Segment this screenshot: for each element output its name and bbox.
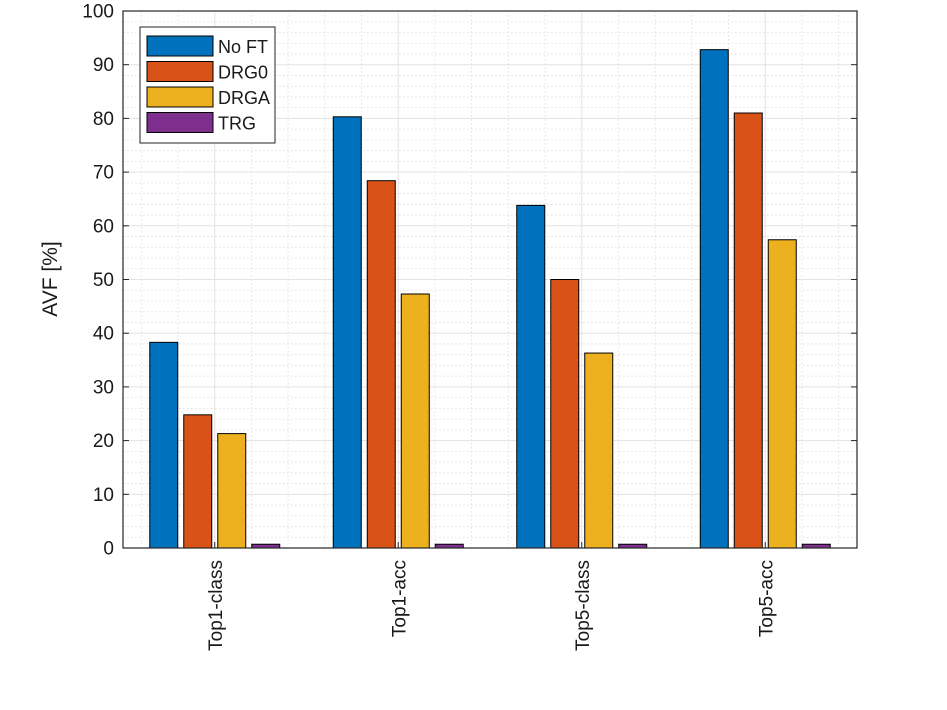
- y-tick-label: 50: [93, 270, 114, 291]
- legend-swatch-no-ft: [146, 35, 214, 57]
- bar-drg0-top1-acc: [366, 180, 396, 549]
- bar-drg0-top5-acc: [733, 112, 763, 549]
- x-tick-label-top5-class: Top5-class: [573, 560, 594, 651]
- y-tick-label: 100: [82, 2, 114, 23]
- bar-no-ft-top5-class: [516, 204, 546, 549]
- y-tick-label: 0: [103, 539, 114, 560]
- y-tick-label: 10: [93, 485, 114, 506]
- y-tick-label: 90: [93, 55, 114, 76]
- legend: No FT DRG0 DRGA TRG: [139, 26, 276, 144]
- y-axis-ticks: 0 10 20 30 40 50 60 70 80 90 100: [82, 2, 857, 560]
- legend-swatch-drga: [146, 86, 214, 108]
- bar-drg0-top5-class: [550, 279, 580, 549]
- y-tick-label: 20: [93, 431, 114, 452]
- y-tick-label: 60: [93, 216, 114, 237]
- bar-no-ft-top1-acc: [332, 116, 362, 549]
- y-axis-title: AVF [%]: [39, 241, 62, 316]
- y-tick-label: 70: [93, 163, 114, 184]
- legend-label-no-ft: No FT: [218, 37, 268, 57]
- bar-drga-top5-class: [584, 352, 614, 549]
- bar-no-ft-top5-acc: [699, 49, 729, 549]
- x-tick-label-top1-class: Top1-class: [206, 560, 227, 651]
- y-tick-label: 80: [93, 109, 114, 130]
- x-tick-label-top5-acc: Top5-acc: [756, 560, 777, 637]
- x-axis-ticks: Top1-class Top1-acc Top5-class Top5-acc: [206, 542, 777, 651]
- bar-no-ft-top1-class: [149, 341, 179, 549]
- bar-drga-top1-class: [217, 433, 247, 549]
- bar-drga-top5-acc: [767, 239, 797, 549]
- legend-label-drga: DRGA: [218, 88, 270, 108]
- y-tick-label: 30: [93, 377, 114, 398]
- legend-swatch-trg: [146, 112, 214, 133]
- legend-label-drg0: DRG0: [218, 63, 268, 83]
- bar-drg0-top1-class: [183, 414, 213, 549]
- bar-drga-top1-acc: [400, 293, 430, 549]
- legend-label-trg: TRG: [218, 114, 256, 134]
- bars: [149, 49, 831, 549]
- y-tick-label: 40: [93, 324, 114, 345]
- legend-swatch-drg0: [146, 61, 214, 82]
- x-tick-label-top1-acc: Top1-acc: [389, 560, 410, 637]
